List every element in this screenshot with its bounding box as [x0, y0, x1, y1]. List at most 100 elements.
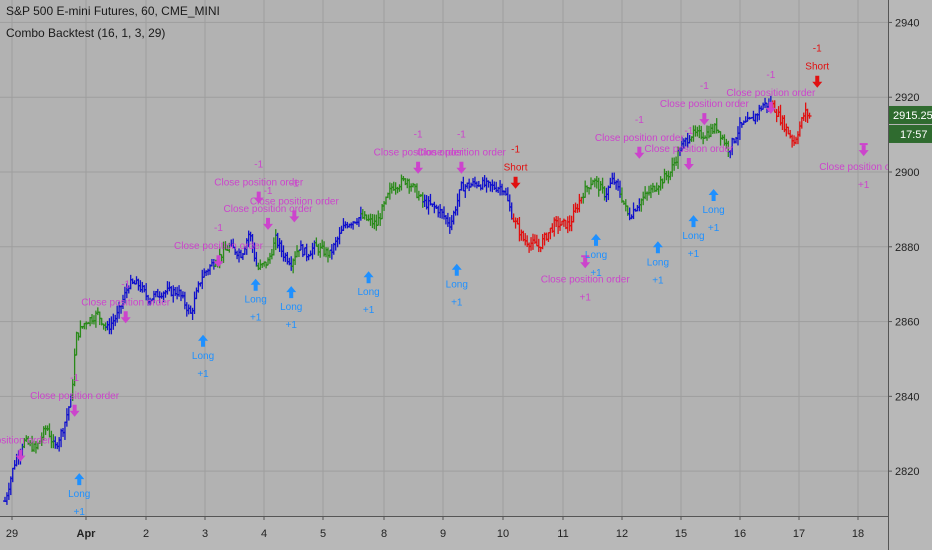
close-arrow-icon [213, 255, 224, 268]
signal-qty: +1 [250, 313, 262, 324]
signal-qty: -1 [214, 223, 223, 234]
signal-long: Long +1 [702, 188, 725, 234]
signal-label: Close position order [81, 297, 171, 308]
time-tick-label: 12 [616, 528, 628, 540]
long-arrow-icon [688, 215, 699, 228]
signal-label: Close position order [417, 148, 507, 159]
time-tick-label: 17 [793, 528, 805, 540]
long-arrow-icon [363, 271, 374, 284]
price-tick-label: 2840 [895, 391, 919, 403]
signal-qty: -1 [264, 186, 273, 197]
signal-label: Short [805, 62, 829, 73]
price-axis-bg [888, 0, 932, 550]
symbol-title: S&P 500 E-mini Futures, 60, CME_MINI [6, 4, 220, 18]
signal-long: Long +1 [682, 215, 705, 260]
time-tick-label: 10 [497, 528, 509, 540]
signal-label: Close position order [819, 162, 909, 173]
signal-long: Long +1 [192, 334, 214, 380]
time-tick-label: 2 [143, 528, 149, 540]
signal-qty: -1 [70, 373, 79, 384]
signal-qty: -1 [414, 130, 423, 141]
signal-qty: -1 [684, 126, 693, 137]
signal-close: Close position order -1 [224, 186, 314, 230]
long-arrow-icon [708, 188, 719, 201]
signal-label: Long [245, 295, 267, 306]
time-tick-label: 29 [6, 528, 18, 540]
signal-label: Close position order [660, 99, 750, 110]
signal-qty: +1 [652, 275, 664, 286]
signal-qty: +1 [451, 298, 463, 309]
signal-label: Short [504, 163, 528, 174]
signal-label: Close position order [214, 178, 304, 189]
ohlc-bars [3, 95, 812, 505]
signal-label: Close position order [250, 196, 340, 207]
signal-label: Long [647, 257, 669, 268]
timer-badge: 17:57 [889, 124, 932, 143]
price-tick-label: 2880 [895, 242, 919, 254]
signal-close: Close position order-1 [726, 70, 816, 114]
close-arrow-icon [69, 404, 80, 417]
close-bar-icon [859, 143, 868, 146]
time-tick-label: Apr [77, 528, 97, 540]
signal-close: Close position order+1 [819, 143, 909, 191]
time-tick-label: 18 [852, 528, 864, 540]
signal-label: Close position order [374, 148, 464, 159]
ohlc-bar [807, 112, 812, 119]
signal-qty: -1 [813, 44, 822, 55]
signal-label: Close position order [595, 133, 685, 144]
signal-close: Close position order -1 [417, 130, 507, 174]
signal-long: Long +1 [245, 278, 267, 324]
signal-long: Long +1 [68, 473, 90, 518]
signal-long: Long +1 [585, 233, 607, 279]
signal-long: Long +1 [446, 263, 468, 309]
signal-close: Close position order -1 [174, 223, 264, 268]
signal-label: Long [702, 205, 724, 216]
time-tick-label: 3 [202, 528, 208, 540]
signal-label: position order [0, 436, 51, 447]
close-arrow-icon [634, 146, 645, 159]
signal-label: Close position order [644, 144, 734, 155]
signal-qty: -1 [457, 130, 466, 141]
signal-long: Long +1 [280, 286, 302, 331]
timer-badge-bg [889, 124, 932, 143]
signal-short: Short -1 [504, 145, 528, 189]
signal-close: Close position order -1 [644, 126, 734, 170]
signal-qty: -1 [700, 81, 709, 92]
timer-badge-text: 17:57 [900, 129, 928, 141]
price-tick-label: 2900 [895, 167, 919, 179]
signal-label: Close position order [224, 204, 314, 215]
price-badge: 2915.25 [889, 105, 932, 124]
signal-qty: +1 [579, 292, 591, 303]
signal-long: Long +1 [647, 241, 669, 286]
strategy-title: Combo Backtest (16, 1, 3, 29) [6, 26, 166, 40]
signal-close: Close position order-1 [214, 160, 304, 204]
time-tick-label: 5 [320, 528, 326, 540]
signal-label: Close position order [541, 274, 631, 285]
signal-label: Long [192, 351, 214, 362]
signal-label: Long [357, 287, 379, 298]
price-tick-label: 2820 [895, 466, 919, 478]
close-arrow-icon [699, 113, 710, 126]
time-tick-label: 4 [261, 528, 267, 540]
time-axis-bg [0, 516, 888, 550]
close-bar-icon [581, 255, 590, 258]
price-badge-text: 2915.25 [893, 110, 932, 122]
signal-qty: +1 [286, 320, 298, 331]
signal-close: Close position order -1 [660, 81, 750, 126]
price-tick-label: 2940 [895, 17, 919, 29]
signal-label: Long [446, 280, 468, 291]
signal-qty: +1 [590, 268, 602, 279]
close-arrow-icon [15, 449, 26, 462]
signal-close: Close position order-1 [250, 178, 340, 223]
signal-qty: +1 [688, 249, 700, 260]
signal-qty: +1 [708, 223, 720, 234]
signal-short: Short -1 [805, 44, 829, 88]
signal-label: Close position order [174, 241, 264, 252]
close-arrow-icon [456, 161, 467, 174]
time-tick-label: 9 [440, 528, 446, 540]
signal-close: Close position order+1 [541, 255, 631, 303]
